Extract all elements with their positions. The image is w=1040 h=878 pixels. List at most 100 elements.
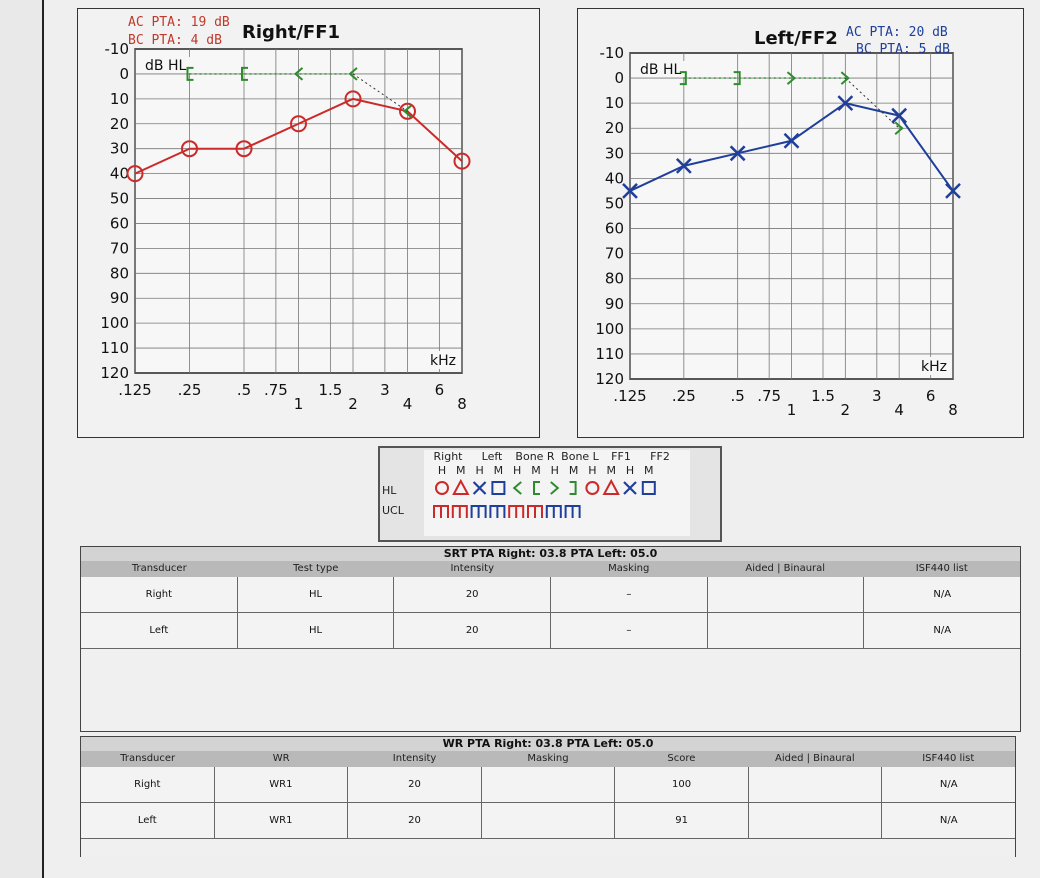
- wr-cell: 91: [615, 803, 749, 839]
- table-row: Left HL 20– N/A: [81, 613, 1021, 649]
- legend-hm-label: H: [588, 464, 596, 477]
- ac-pta-label: AC PTA: 19 dB: [128, 15, 230, 30]
- y-tick-label: 80: [605, 270, 624, 288]
- legend-ucl-symbol: [489, 505, 506, 518]
- bone-marker: [894, 121, 904, 135]
- srt-table: SRT PTA Right: 03.8 PTA Left: 05.0 Trans…: [80, 546, 1021, 732]
- legend-hm-label: H: [438, 464, 446, 477]
- legend-hm-label: M: [531, 464, 541, 477]
- wr-table-header: Transducer WR Intensity Masking Score Aided |…: [81, 751, 1015, 767]
- y-tick-label: 120: [100, 364, 129, 382]
- x-marker: [783, 132, 800, 149]
- legend-group-label: FF1: [611, 450, 631, 463]
- legend-group-label: FF2: [650, 450, 670, 463]
- x-tick-label: 3: [872, 387, 882, 405]
- table-row: Left WR1 20 91 N/A: [81, 803, 1016, 839]
- srt-header-cell: Aided | Binaural: [745, 563, 826, 574]
- x-tick-label: 1.5: [811, 387, 835, 405]
- y-tick-label: 10: [110, 90, 129, 108]
- x-tick-label: 4: [894, 401, 904, 419]
- legend-group-label: Bone L: [561, 450, 600, 463]
- y-tick-label: 0: [119, 65, 129, 83]
- bone-marker: [402, 104, 413, 119]
- srt-cell: –: [551, 613, 708, 649]
- wr-cell: WR1: [214, 767, 349, 803]
- bone-series-line: [352, 73, 408, 112]
- legend-hm-label: M: [494, 464, 504, 477]
- table-row: Right HL 20– N/A: [81, 577, 1021, 613]
- legend-hm-label: M: [606, 464, 616, 477]
- y-tick-label: 90: [605, 295, 624, 313]
- legend-ucl-symbol: [527, 505, 543, 518]
- wr-cell: 100: [615, 767, 749, 803]
- wr-cell: Left: [81, 803, 215, 839]
- bone-marker: [186, 66, 194, 81]
- y-tick-label: 100: [595, 320, 624, 338]
- unit-label: dB HL: [145, 58, 186, 74]
- legend-symbol: [585, 481, 600, 495]
- ac-pta-label: AC PTA: 20 dB: [846, 25, 948, 40]
- legend-row-label: UCL: [382, 504, 405, 517]
- x-tick-label: .25: [672, 387, 696, 405]
- srt-header-cell: Intensity: [450, 563, 495, 574]
- right-audiogram-panel: -10 0 10 20 30 40 50 60 70 80 90 100 110 120.125 .25 .5…: [77, 8, 540, 438]
- legend-symbol: [623, 481, 637, 495]
- bone-marker: [293, 67, 304, 81]
- x-marker: [622, 183, 638, 199]
- x-tick-label: 1.5: [318, 381, 342, 399]
- srt-cell: –: [551, 577, 708, 613]
- chart-title: Right/FF1: [242, 22, 340, 43]
- y-tick-label: 50: [110, 190, 129, 208]
- srt-cell: [707, 613, 865, 649]
- x-tick-label: .75: [757, 387, 781, 405]
- chart-title: Left/FF2: [754, 28, 838, 49]
- bone-marker: [679, 71, 687, 86]
- wr-cell: N/A: [882, 803, 1016, 839]
- y-tick-label: 110: [595, 345, 624, 363]
- legend-group-label: Left: [482, 450, 503, 463]
- x-axis-title: kHz: [921, 359, 947, 375]
- x-tick-label: .5: [731, 387, 745, 405]
- srt-table-header: Transducer Test type Intensity Masking Aided…: [81, 561, 1020, 577]
- bone-marker: [786, 71, 797, 85]
- bone-marker: [348, 67, 358, 81]
- y-tick-label: 80: [110, 264, 129, 282]
- wr-cell: Right: [81, 767, 215, 803]
- legend-hm-label: H: [626, 464, 634, 477]
- bone-series-line: [844, 77, 900, 129]
- circle-marker: [344, 90, 362, 108]
- right-audiogram-chart: -10 0 10 20 30 40 50 60 70 80 90 100 110 120.125 .25 .5…: [100, 15, 471, 413]
- y-tick-label: 10: [605, 94, 624, 112]
- circle-marker: [453, 152, 471, 170]
- y-tick-label: 60: [110, 214, 129, 232]
- x-tick-label: 8: [948, 401, 958, 419]
- y-tick-label: 100: [100, 314, 129, 332]
- legend-hm-label: M: [569, 464, 579, 477]
- y-tick-label: -10: [105, 40, 130, 58]
- unit-label-bg: [636, 61, 688, 77]
- x-marker: [675, 157, 692, 174]
- wr-cell: [481, 803, 616, 839]
- legend-symbol: [435, 481, 449, 495]
- legend-hm-label: H: [551, 464, 559, 477]
- wr-table-title: WR PTA Right: 03.8 PTA Left: 05.0: [81, 737, 1015, 751]
- y-tick-label: 50: [605, 194, 624, 212]
- legend-symbol: [550, 481, 560, 495]
- legend-hm-label: M: [456, 464, 466, 477]
- legend-ucl-symbol: [508, 505, 525, 518]
- x-marker: [729, 145, 746, 162]
- circle-marker: [126, 165, 144, 183]
- x-tick-label: 3: [380, 381, 390, 399]
- srt-header-cell: Masking: [608, 563, 650, 574]
- legend-group-label: Bone R: [515, 450, 555, 463]
- wr-cell: WR1: [214, 803, 349, 839]
- x-tick-label: .125: [118, 381, 151, 399]
- wr-cell: [748, 767, 883, 803]
- y-tick-label: 110: [100, 339, 129, 357]
- x-marker: [891, 107, 908, 124]
- legend-group-label: Right: [434, 450, 464, 463]
- unit-label: dB HL: [640, 62, 681, 78]
- circle-marker: [290, 115, 307, 133]
- legend-ucl-symbol: [564, 505, 581, 518]
